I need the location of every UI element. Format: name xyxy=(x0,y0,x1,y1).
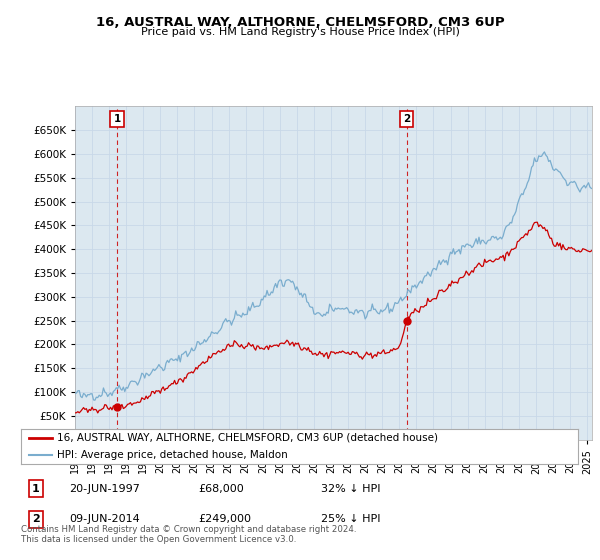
Text: 2: 2 xyxy=(403,114,410,124)
Text: 16, AUSTRAL WAY, ALTHORNE, CHELMSFORD, CM3 6UP: 16, AUSTRAL WAY, ALTHORNE, CHELMSFORD, C… xyxy=(95,16,505,29)
Text: £68,000: £68,000 xyxy=(198,484,244,494)
Text: 1: 1 xyxy=(32,484,40,494)
Text: £249,000: £249,000 xyxy=(198,514,251,524)
Text: 25% ↓ HPI: 25% ↓ HPI xyxy=(321,514,380,524)
Text: HPI: Average price, detached house, Maldon: HPI: Average price, detached house, Mald… xyxy=(57,450,288,460)
Text: 2: 2 xyxy=(32,514,40,524)
Text: 09-JUN-2014: 09-JUN-2014 xyxy=(69,514,140,524)
Text: 20-JUN-1997: 20-JUN-1997 xyxy=(69,484,140,494)
Text: Price paid vs. HM Land Registry's House Price Index (HPI): Price paid vs. HM Land Registry's House … xyxy=(140,27,460,37)
Text: 16, AUSTRAL WAY, ALTHORNE, CHELMSFORD, CM3 6UP (detached house): 16, AUSTRAL WAY, ALTHORNE, CHELMSFORD, C… xyxy=(57,433,438,442)
Text: Contains HM Land Registry data © Crown copyright and database right 2024.
This d: Contains HM Land Registry data © Crown c… xyxy=(21,525,356,544)
Text: 32% ↓ HPI: 32% ↓ HPI xyxy=(321,484,380,494)
Text: 1: 1 xyxy=(113,114,121,124)
